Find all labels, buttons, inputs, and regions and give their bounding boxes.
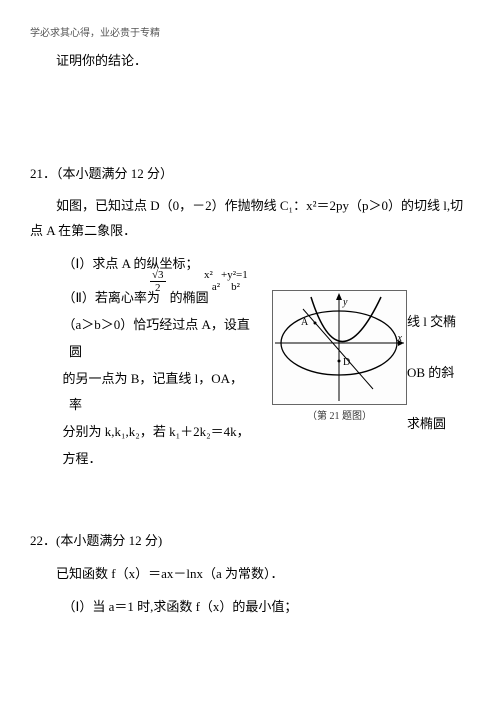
q21-p2-line6: 分别为 k,k₁,k₂，若 k₁＋2k₂＝4k， [30, 420, 266, 445]
figure-caption: （第 21 题图） [307, 407, 372, 426]
d-point-label: D [343, 353, 350, 372]
y-axis-label: y [343, 293, 347, 312]
q22-title: 22．(本小题满分 12 分) [30, 529, 470, 554]
a-point-label: A [301, 313, 308, 332]
frac-num: √3 [150, 269, 166, 282]
q21-right-line4: OB 的斜 [407, 361, 477, 386]
q21-p2-line3: 圆 [30, 340, 266, 365]
frac-den: 2 [150, 282, 166, 294]
p2l1a: （Ⅱ）若离心率为 [30, 286, 160, 311]
q21-part1: （Ⅰ）求点 A 的纵坐标； [30, 252, 470, 277]
prove-conclusion-line: 证明你的结论． [30, 49, 470, 74]
q21-right-line6: 求椭圆 [407, 412, 477, 437]
frac-sqrt3-2: √3 2 [150, 268, 166, 294]
q21-p2-line5: 率 [30, 393, 266, 418]
q21-p2-line4: 的另一点为 B，记直线 l，OA， [30, 367, 266, 392]
q21-para1: 如图，已知过点 D（0，－2）作抛物线 C₁：x²＝2py（p＞0）的切线 l,… [30, 194, 470, 243]
x-axis-label: x [398, 329, 402, 348]
q22-part1: （Ⅰ）当 a＝1 时,求函数 f（x）的最小值； [30, 595, 470, 620]
q21-p2-line7: 方程． [30, 447, 266, 472]
q22-para1: 已知函数 f（x）＝ax－lnx（a 为常数）． [30, 562, 470, 587]
header-note: 学必求其心得，业必贵于专精 [30, 24, 470, 43]
q21-figure: y x A D [272, 290, 407, 405]
ellipse-den: a² b² [202, 281, 250, 293]
ellipse-eq: x² +y²=1 a² b² [202, 268, 250, 293]
q21-p2-line2: （a＞b＞0）恰巧经过点 A，设直 [30, 313, 266, 338]
q21-title: 21．（本小题满分 12 分） [30, 162, 470, 187]
figure-svg [273, 291, 406, 404]
q21-right-line2: 线 l 交椭 [407, 310, 477, 335]
ellipse-num: x² +y²=1 [202, 269, 250, 281]
